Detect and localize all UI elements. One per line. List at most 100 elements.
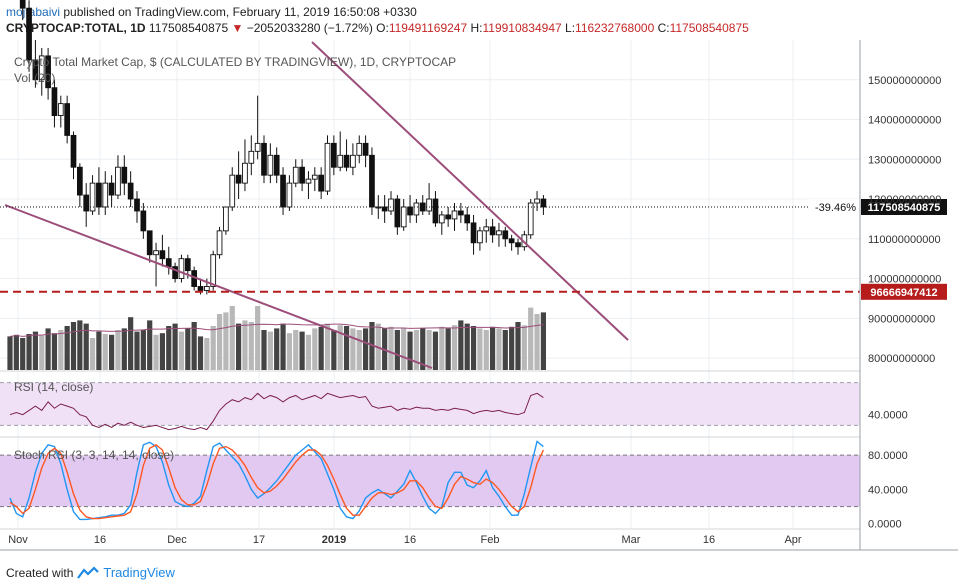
volume-bar xyxy=(51,333,58,370)
footer: Created with TradingView xyxy=(6,565,175,580)
candle-body xyxy=(51,87,58,116)
price-tick-label: 140000000000 xyxy=(868,115,941,127)
volume-bar xyxy=(515,322,521,370)
candle-body xyxy=(273,154,280,176)
volume-bar xyxy=(83,323,89,370)
stoch-rsi-title: Stoch RSI (3, 3, 14, 14, close) xyxy=(14,448,174,462)
volume-bar xyxy=(242,320,248,370)
high-label: H: xyxy=(470,21,483,35)
stoch-tick-label: 80.0000 xyxy=(868,450,908,462)
volume-bar xyxy=(470,326,477,370)
candlesticks xyxy=(19,0,547,295)
candle-body xyxy=(489,226,496,236)
volume-bar xyxy=(490,326,496,370)
candle-body xyxy=(83,194,90,212)
volume-bar xyxy=(350,328,356,370)
price-tick-label: 80000000000 xyxy=(868,353,935,365)
candle-body xyxy=(305,178,312,184)
ohlc-line: CRYPTOCAP:TOTAL, 1D 117508540875 ▼ −2052… xyxy=(6,21,749,35)
chart-title: Crypto Total Market Cap, $ (CALCULATED B… xyxy=(14,55,456,69)
candle-body xyxy=(413,202,420,216)
date-tick-label: 2019 xyxy=(322,534,346,546)
candle-body xyxy=(419,202,426,212)
candle-body xyxy=(534,198,540,204)
candle-body xyxy=(89,182,96,212)
date-tick-label: Dec xyxy=(167,534,187,546)
volume-bar xyxy=(159,333,165,370)
candle-body xyxy=(299,166,305,184)
down-arrow-icon: ▼ xyxy=(231,21,244,35)
candle-body xyxy=(280,174,286,208)
volume-bar xyxy=(540,312,546,370)
volume-bar xyxy=(426,330,432,370)
candle-body xyxy=(57,103,64,116)
candle-body xyxy=(64,103,71,136)
candle-body xyxy=(318,174,325,192)
candle-body xyxy=(438,214,445,224)
volume-bar xyxy=(502,330,508,370)
candle-body xyxy=(229,174,236,208)
candle-body xyxy=(470,222,477,244)
candle-body xyxy=(286,182,293,208)
created-with-text: Created with xyxy=(6,565,74,580)
candle-body xyxy=(502,230,509,240)
candle-body xyxy=(483,226,490,232)
volume-bar xyxy=(147,320,153,370)
candle-body xyxy=(127,182,134,200)
last-change-box xyxy=(808,198,860,215)
volume-bar xyxy=(267,331,273,370)
volume-bar xyxy=(204,338,210,370)
price-tick-label: 90000000000 xyxy=(868,313,935,325)
volume-bar xyxy=(324,323,331,370)
volume-bar xyxy=(464,323,470,370)
date-tick-label: 16 xyxy=(94,534,106,546)
volume-bar xyxy=(305,334,312,370)
volume-bar xyxy=(191,322,197,370)
candle-body xyxy=(324,142,331,192)
low-label: L: xyxy=(565,21,576,35)
volume-bar xyxy=(432,331,439,370)
open-label: O: xyxy=(376,21,389,35)
volume-bar xyxy=(178,331,185,370)
volume-bar xyxy=(420,328,426,370)
volume-bar xyxy=(445,328,451,370)
candle-body xyxy=(76,166,83,196)
volume-bar xyxy=(388,326,394,370)
candle-body xyxy=(248,150,255,164)
author-name[interactable]: mojtabaivi xyxy=(6,5,61,19)
volume-bar xyxy=(7,336,13,370)
volume-bar xyxy=(521,325,527,370)
volume-bar xyxy=(509,326,515,370)
chart-labels: Crypto Total Market Cap, $ (CALCULATED B… xyxy=(14,55,456,462)
high-value: 119910834947 xyxy=(482,21,562,35)
rsi-tick-label: 40.0000 xyxy=(868,410,908,422)
volume-bars xyxy=(7,306,546,370)
volume-bar xyxy=(13,334,19,370)
last-price-tag xyxy=(861,198,947,215)
price-tick-label: 130000000000 xyxy=(868,154,941,166)
candle-body xyxy=(508,238,515,244)
candle-body xyxy=(496,230,502,236)
volume-bar xyxy=(451,325,458,370)
last-price: 117508540875 xyxy=(148,21,229,35)
published-line: mojtabaivi published on TradingView.com,… xyxy=(6,5,417,19)
support-trendline xyxy=(4,204,433,369)
volume-bar xyxy=(166,326,172,370)
volume-bar xyxy=(223,312,229,370)
candle-body xyxy=(261,142,267,176)
volume-bar xyxy=(153,334,159,370)
volume-bar xyxy=(172,323,178,370)
candle-body xyxy=(210,254,217,287)
volume-bar xyxy=(299,331,305,370)
candle-body xyxy=(121,166,128,184)
volume-bar xyxy=(185,328,191,370)
candle-body xyxy=(153,250,159,256)
candle-body xyxy=(350,154,356,168)
tradingview-brand[interactable]: TradingView xyxy=(103,565,175,580)
price-tick-label: 120000000000 xyxy=(868,194,941,206)
volume-bar xyxy=(458,320,464,370)
rsi-band xyxy=(0,382,860,426)
price-change: −2052033280 (−1.72%) xyxy=(246,21,373,35)
volume-bar xyxy=(45,328,51,370)
